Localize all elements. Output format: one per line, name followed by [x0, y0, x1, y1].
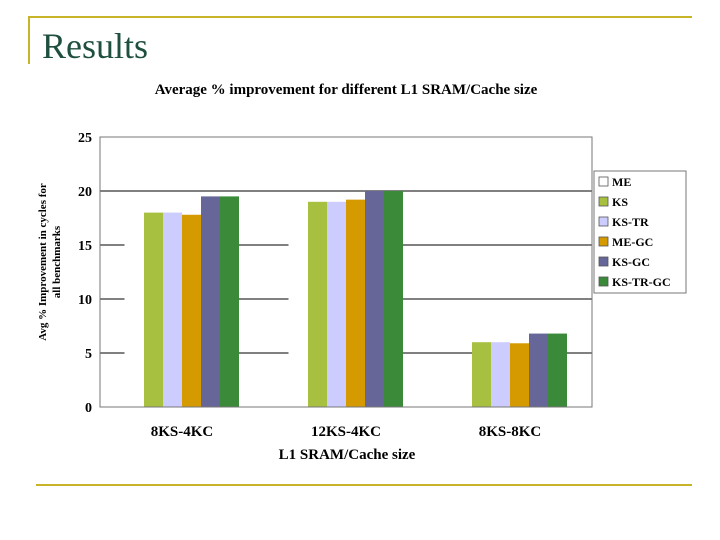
y-axis-label-line-1: Avg % Improvement in cycles for — [37, 183, 49, 341]
bar-me-8ks-4kc — [124, 244, 145, 408]
legend-swatch-ks-gc — [598, 256, 609, 267]
legend-label-ks-gc: KS-GC — [612, 255, 650, 269]
legend-label-ks: KS — [612, 195, 628, 209]
legend-label-ks-tr-gc: KS-TR-GC — [612, 275, 671, 289]
legend: ME KS KS-TR ME-GC KS-GC KS-TR-GC — [593, 170, 687, 294]
bar-ks-8ks-4kc — [144, 212, 163, 407]
bar-ks-gc-8ks-8kc — [529, 333, 548, 407]
x-axis-label: L1 SRAM/Cache size — [279, 447, 416, 463]
bar-me-12ks-4kc — [288, 206, 309, 408]
bar-ks-tr-gc-8ks-4kc — [220, 196, 239, 407]
legend-label-ks-tr: KS-TR — [612, 215, 649, 229]
top-rule — [28, 16, 692, 18]
x-tick-label: 8KS-8KC — [479, 424, 542, 440]
bar-me-gc-8ks-4kc — [182, 214, 201, 407]
x-tick-label: 8KS-4KC — [151, 424, 214, 440]
bars — [124, 191, 567, 408]
legend-label-me-gc: ME-GC — [612, 235, 653, 249]
bar-me-gc-12ks-4kc — [346, 199, 365, 407]
bar-ks-tr-12ks-4kc — [327, 201, 346, 407]
y-axis-label-line-2: all benchmarks — [51, 225, 63, 298]
bar-ks-gc-12ks-4kc — [365, 191, 384, 407]
left-rule — [28, 16, 30, 64]
legend-swatch-me — [598, 176, 609, 187]
x-tick-label: 12KS-4KC — [311, 424, 381, 440]
slide-title: Results — [42, 26, 149, 66]
legend-box — [593, 170, 687, 294]
y-tick-label: 20 — [78, 185, 92, 200]
legend-swatch-ks-tr — [598, 216, 609, 227]
legend-label-me: ME — [612, 175, 631, 189]
bar-ks-tr-gc-8ks-8kc — [548, 333, 567, 407]
y-axis-label: Avg % Improvement in cycles for all benc… — [37, 183, 63, 341]
y-tick-label: 25 — [78, 131, 92, 146]
bar-ks-8ks-8kc — [472, 342, 491, 407]
bar-ks-tr-8ks-8kc — [491, 342, 510, 407]
y-tick-labels: 0 5 10 15 20 25 — [78, 131, 92, 416]
bar-ks-tr-8ks-4kc — [163, 212, 182, 407]
legend-swatch-ks — [598, 196, 609, 207]
bar-ks-gc-8ks-4kc — [201, 196, 220, 407]
plot-border — [99, 136, 593, 408]
chart-title: Average % improvement for different L1 S… — [155, 82, 538, 98]
bar-me-8ks-8kc — [452, 360, 473, 408]
y-tick-label: 10 — [78, 293, 92, 308]
y-tick-label: 5 — [85, 347, 92, 362]
bar-me-gc-8ks-8kc — [510, 343, 529, 407]
y-tick-label: 15 — [78, 239, 92, 254]
bar-ks-12ks-4kc — [308, 201, 327, 407]
y-tick-label: 0 — [85, 401, 92, 416]
legend-swatch-me-gc — [598, 236, 609, 247]
legend-swatch-ks-tr-gc — [598, 276, 609, 287]
x-tick-labels: 8KS-4KC 12KS-4KC 8KS-8KC — [151, 424, 542, 440]
bottom-rule — [36, 484, 692, 486]
bar-ks-tr-gc-12ks-4kc — [384, 191, 403, 407]
